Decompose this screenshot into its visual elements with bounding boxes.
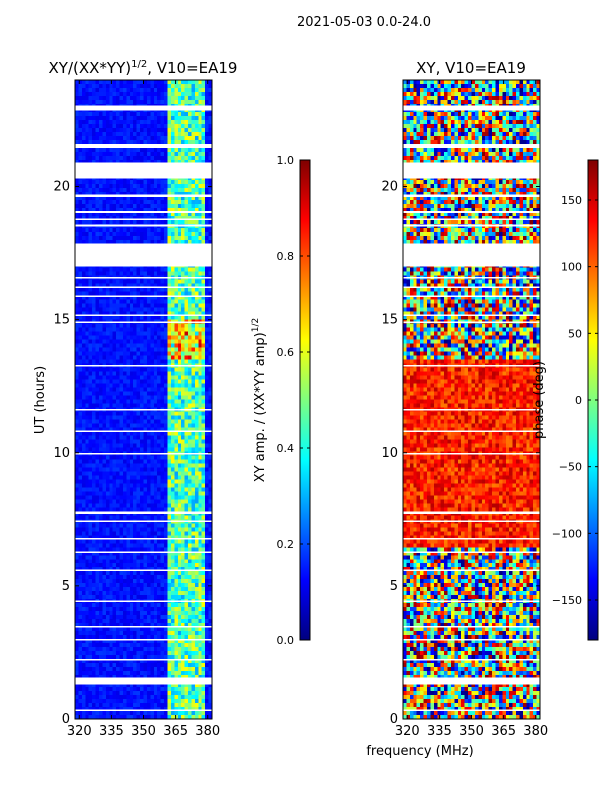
- phase-ytick-label: 15: [381, 313, 398, 328]
- amplitude-xtick-label: 335: [99, 724, 124, 739]
- phase-ytick-label: 20: [381, 180, 398, 195]
- amplitude-axes: 320 335 350 365 380 0 5 10 15 20: [53, 80, 220, 739]
- amplitude-colorbar-tick-label: 0.4: [277, 442, 295, 455]
- amplitude-colorbar-label: XY amp. / (XX*YY amp)1/2: [251, 318, 268, 482]
- amplitude-ytick-label: 0: [62, 712, 70, 727]
- amplitude-ytick-label: 20: [53, 180, 70, 195]
- amplitude-panel: XY/(XX*YY)1/2, V10=EA19 320 335 350 365 380 0…: [33, 59, 237, 739]
- phase-colorbar-ticks: 150 100 50 0 −50 −100 −150: [552, 194, 598, 607]
- phase-xtick-label: 380: [523, 724, 548, 739]
- phase-ytick-label: 0: [390, 712, 398, 727]
- phase-colorbar-tick-label: 0: [575, 394, 582, 407]
- phase-xtick-label: 350: [459, 724, 484, 739]
- amplitude-heatmap: [75, 80, 212, 719]
- amplitude-colorbar-scale: [299, 159, 311, 641]
- amplitude-colorbar-tick-label: 0.8: [277, 250, 295, 263]
- amplitude-ytick-label: 10: [53, 446, 70, 461]
- amplitude-colorbar-ticks: 0.0 0.2 0.4 0.6 0.8 1.0: [277, 154, 310, 647]
- phase-colorbar-tick-label: 150: [561, 194, 582, 207]
- amplitude-colorbar-tick-label: 0.6: [277, 346, 295, 359]
- phase-panel: XY, V10=EA19 320 335 350 365 380 0 5 10 15 20: [381, 59, 548, 739]
- phase-panel-title: XY, V10=EA19: [416, 59, 526, 77]
- amplitude-xtick-label: 320: [67, 724, 92, 739]
- phase-axes: 320 335 350 365 380 0 5 10 15 20: [381, 80, 548, 739]
- amplitude-colorbar: 0.0 0.2 0.4 0.6 0.8 1.0 XY amp. / (XX*YY amp)…: [251, 154, 311, 647]
- amplitude-colorbar-tick-label: 0.2: [277, 538, 295, 551]
- suptitle: 2021-05-03 0.0-24.0: [297, 15, 431, 30]
- amplitude-ytick-label: 15: [53, 313, 70, 328]
- amplitude-colorbar-tick-label: 1.0: [277, 154, 295, 167]
- frequency-xlabel: frequency (MHz): [366, 744, 473, 759]
- phase-heatmap: [403, 80, 540, 719]
- amplitude-colorbar-tick-label: 0.0: [277, 634, 295, 647]
- phase-xtick-label: 365: [491, 724, 516, 739]
- amplitude-xtick-label: 380: [195, 724, 220, 739]
- phase-colorbar-tick-label: 50: [568, 327, 582, 340]
- amplitude-ylabel: UT (hours): [33, 366, 48, 434]
- phase-colorbar-label: phase (deg): [532, 361, 547, 439]
- phase-colorbar-tick-label: −150: [552, 594, 582, 607]
- phase-colorbar-tick-label: −50: [559, 461, 582, 474]
- phase-xtick-label: 335: [427, 724, 452, 739]
- phase-colorbar: 150 100 50 0 −50 −100 −150 phase (deg): [532, 159, 599, 641]
- amplitude-panel-title: XY/(XX*YY)1/2, V10=EA19: [49, 59, 238, 77]
- amplitude-ytick-label: 5: [62, 579, 70, 594]
- phase-ytick-label: 5: [390, 579, 398, 594]
- phase-colorbar-tick-label: 100: [561, 261, 582, 274]
- phase-colorbar-tick-label: −100: [552, 527, 582, 540]
- amplitude-xtick-label: 350: [131, 724, 156, 739]
- phase-ytick-label: 10: [381, 446, 398, 461]
- amplitude-xtick-label: 365: [163, 724, 188, 739]
- phase-xtick-label: 320: [395, 724, 420, 739]
